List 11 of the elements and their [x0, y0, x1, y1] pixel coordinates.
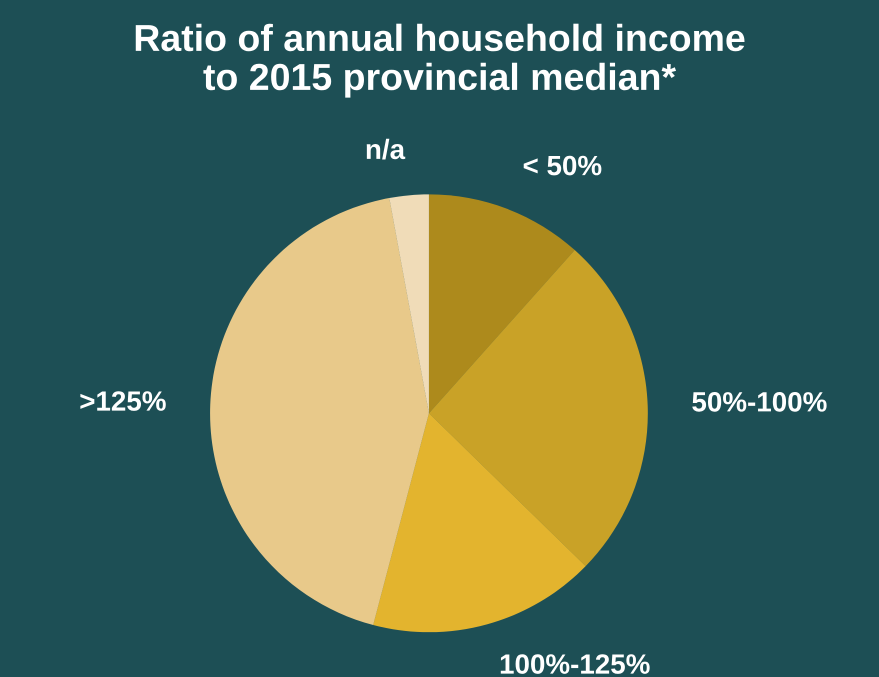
- pie-slice: [373, 413, 586, 632]
- pie-slice: [389, 194, 429, 414]
- pie-slice: [210, 198, 429, 625]
- slice-label: < 50%: [524, 156, 602, 176]
- chart-title: Ratio of annual household income to 2015 provincial median*: [136, 24, 745, 98]
- slice-label: >125%: [80, 391, 166, 411]
- slice-label: n/a: [366, 138, 406, 160]
- pie-slice: [428, 194, 575, 414]
- slice-label: 100%-125%: [500, 654, 650, 674]
- pie-slice: [428, 250, 648, 566]
- slice-label: 50%-100%: [692, 392, 827, 412]
